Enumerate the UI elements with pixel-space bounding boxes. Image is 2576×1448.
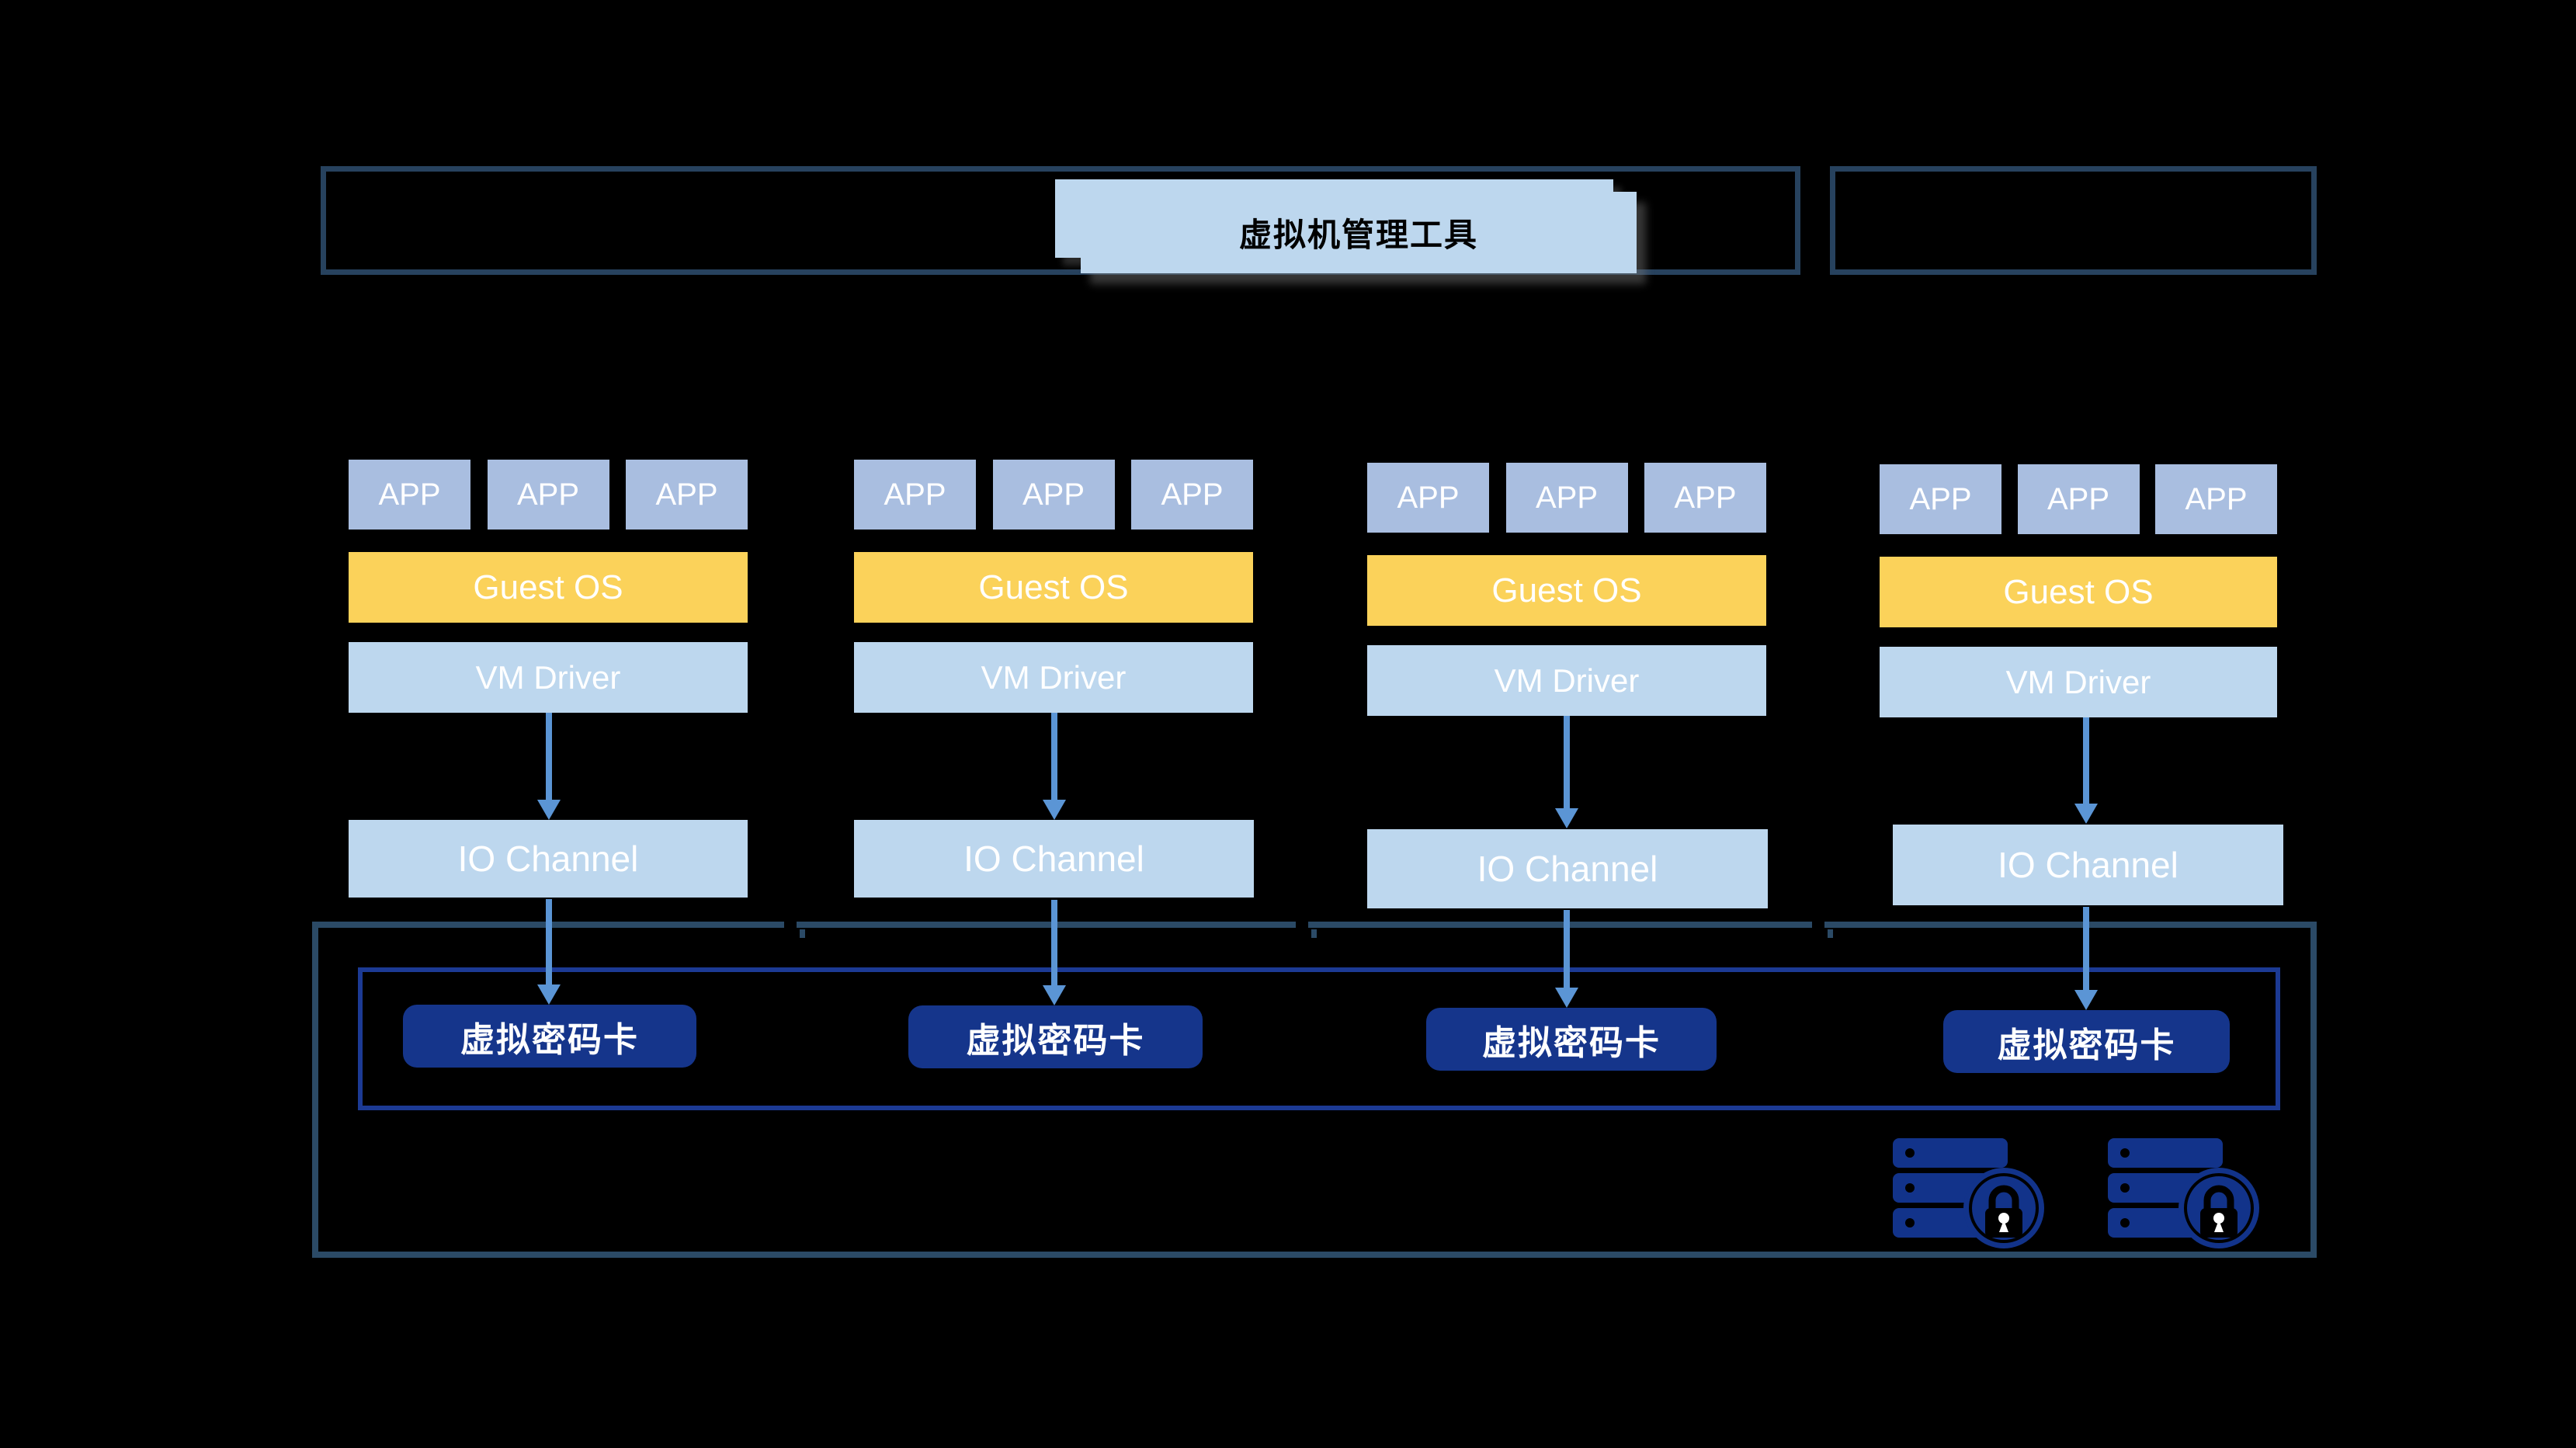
vm-driver-box: VM Driver: [1367, 645, 1766, 716]
host-server-box: [312, 922, 2317, 1258]
border-gap: [1296, 922, 1308, 929]
border-gap: [1812, 922, 1824, 929]
app-label: APP: [2047, 481, 2110, 516]
app-label: APP: [1535, 480, 1599, 515]
server-lock-icon: [1893, 1138, 2044, 1251]
vm-driver-label: VM Driver: [2005, 663, 2151, 700]
vm-driver-box: VM Driver: [854, 642, 1253, 713]
arrow-down-icon: [537, 713, 561, 820]
arrow-down-icon: [2074, 717, 2098, 824]
virtual-crypto-card: 虚拟密码卡: [403, 1005, 696, 1068]
app-box: APP: [487, 460, 609, 530]
io-channel-box: IO Channel: [1893, 825, 2283, 905]
app-label: APP: [2185, 481, 2248, 516]
guest-os-box: Guest OS: [1367, 555, 1766, 626]
border-gap: [784, 922, 797, 929]
app-label: APP: [1022, 477, 1085, 512]
guest-os-label: Guest OS: [1491, 571, 1642, 609]
app-box: APP: [626, 460, 748, 530]
virtual-crypto-card: 虚拟密码卡: [908, 1005, 1203, 1068]
app-row: APP APP APP: [854, 460, 1253, 530]
app-label: APP: [516, 477, 580, 512]
management-domain-box: [321, 166, 1800, 275]
border-tick: [800, 929, 805, 938]
app-box: APP: [992, 460, 1115, 530]
io-channel-box: IO Channel: [854, 820, 1254, 898]
guest-os-box: Guest OS: [854, 552, 1253, 623]
server-lock-icon: [2108, 1138, 2259, 1251]
guest-os-box: Guest OS: [1880, 557, 2277, 627]
virtual-crypto-card-label: 虚拟密码卡: [460, 1020, 639, 1059]
app-row: APP APP APP: [349, 460, 748, 530]
app-label: APP: [1397, 480, 1460, 515]
arrow-down-icon: [537, 899, 561, 1005]
virtual-crypto-card-label: 虚拟密码卡: [966, 1021, 1145, 1060]
arrow-down-icon: [1555, 910, 1578, 1008]
virtual-crypto-card: 虚拟密码卡: [1426, 1008, 1717, 1071]
vm-driver-label: VM Driver: [1494, 661, 1640, 699]
io-channel-label: IO Channel: [457, 839, 639, 879]
guest-os-label: Guest OS: [978, 568, 1129, 606]
app-box: APP: [1505, 463, 1628, 533]
vm-column-2: APP APP APP Guest OS VM Driver: [854, 460, 1253, 716]
app-label: APP: [1161, 477, 1224, 512]
vm-management-tool-label: 虚拟机管理工具: [1238, 217, 1478, 253]
vm-column-3: APP APP APP Guest OS VM Driver: [1367, 463, 1766, 719]
vm-column-4: APP APP APP Guest OS VM Driver: [1880, 464, 2277, 721]
io-channel-label: IO Channel: [963, 839, 1144, 879]
io-channel-box: IO Channel: [349, 820, 748, 898]
virtual-crypto-card-label: 虚拟密码卡: [1997, 1026, 2176, 1064]
vm-column-1: APP APP APP Guest OS VM Driver: [349, 460, 748, 716]
arrow-down-icon: [2074, 907, 2098, 1010]
io-channel-label: IO Channel: [1998, 845, 2178, 885]
border-tick: [1311, 929, 1317, 938]
border-tick: [1828, 929, 1833, 938]
guest-os-label: Guest OS: [473, 568, 623, 606]
app-row: APP APP APP: [1367, 463, 1766, 533]
arrow-down-icon: [1043, 713, 1066, 820]
app-label: APP: [655, 477, 718, 512]
virtual-crypto-card: 虚拟密码卡: [1943, 1010, 2230, 1073]
app-box: APP: [1644, 463, 1766, 533]
app-box: APP: [854, 460, 976, 530]
virtual-crypto-card-label: 虚拟密码卡: [1482, 1023, 1661, 1062]
app-box: APP: [2155, 464, 2277, 534]
app-box: APP: [1880, 464, 2001, 534]
vm-management-tool-card: 虚拟机管理工具: [1081, 192, 1637, 273]
vm-driver-label: VM Driver: [981, 658, 1127, 696]
virtual-card-zone-box: [358, 967, 2280, 1110]
app-label: APP: [1909, 481, 1972, 516]
vm-driver-box: VM Driver: [349, 642, 748, 713]
app-box: APP: [2017, 464, 2140, 534]
io-channel-label: IO Channel: [1477, 849, 1658, 889]
guest-os-label: Guest OS: [2003, 572, 2154, 611]
app-box: APP: [1131, 460, 1253, 530]
vm-driver-label: VM Driver: [475, 658, 621, 696]
top-right-box: [1830, 166, 2317, 275]
arrow-down-icon: [1555, 716, 1578, 828]
app-label: APP: [1674, 480, 1737, 515]
vm-driver-box: VM Driver: [1880, 647, 2277, 717]
app-box: APP: [349, 460, 470, 530]
app-label: APP: [884, 477, 946, 512]
io-channel-box: IO Channel: [1367, 829, 1768, 908]
app-label: APP: [378, 477, 441, 512]
arrow-down-icon: [1043, 900, 1066, 1005]
guest-os-box: Guest OS: [349, 552, 748, 623]
app-box: APP: [1367, 463, 1489, 533]
app-row: APP APP APP: [1880, 464, 2277, 534]
